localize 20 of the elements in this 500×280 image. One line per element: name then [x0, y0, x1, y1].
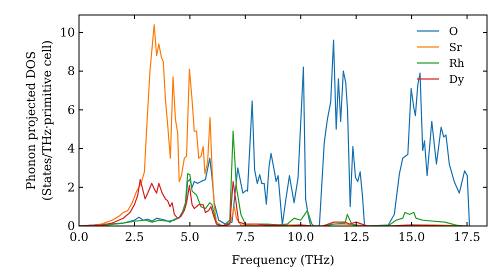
x-tick-label: 17.5: [454, 230, 480, 244]
y-tick-label: 0: [67, 219, 75, 233]
y-tick-label: 8: [67, 64, 75, 78]
x-tick-label: 10.0: [287, 230, 314, 244]
x-tick-label: 12.5: [342, 230, 370, 244]
y-tick-label: 2: [67, 180, 75, 194]
x-tick-label: 5.0: [180, 230, 200, 244]
x-tick-label: 2.5: [124, 230, 144, 244]
y-tick-label: 4: [67, 142, 76, 156]
y-axis-title: Phonon projected DOS (States/THz·primitive cell): [24, 40, 54, 201]
legend-label: Sr: [449, 41, 463, 54]
x-tick-label: 15.0: [398, 230, 425, 244]
x-axis-title: Frequency (THz): [232, 253, 334, 267]
y-tick-label: 6: [67, 102, 75, 117]
legend-label: Dy: [449, 73, 465, 86]
y-tick-label: 10: [60, 25, 75, 40]
legend-label: Rh: [449, 57, 464, 70]
legend-label: O: [449, 25, 458, 38]
x-tick-label: 0.0: [69, 230, 89, 244]
x-tick-label: 7.5: [236, 230, 255, 244]
